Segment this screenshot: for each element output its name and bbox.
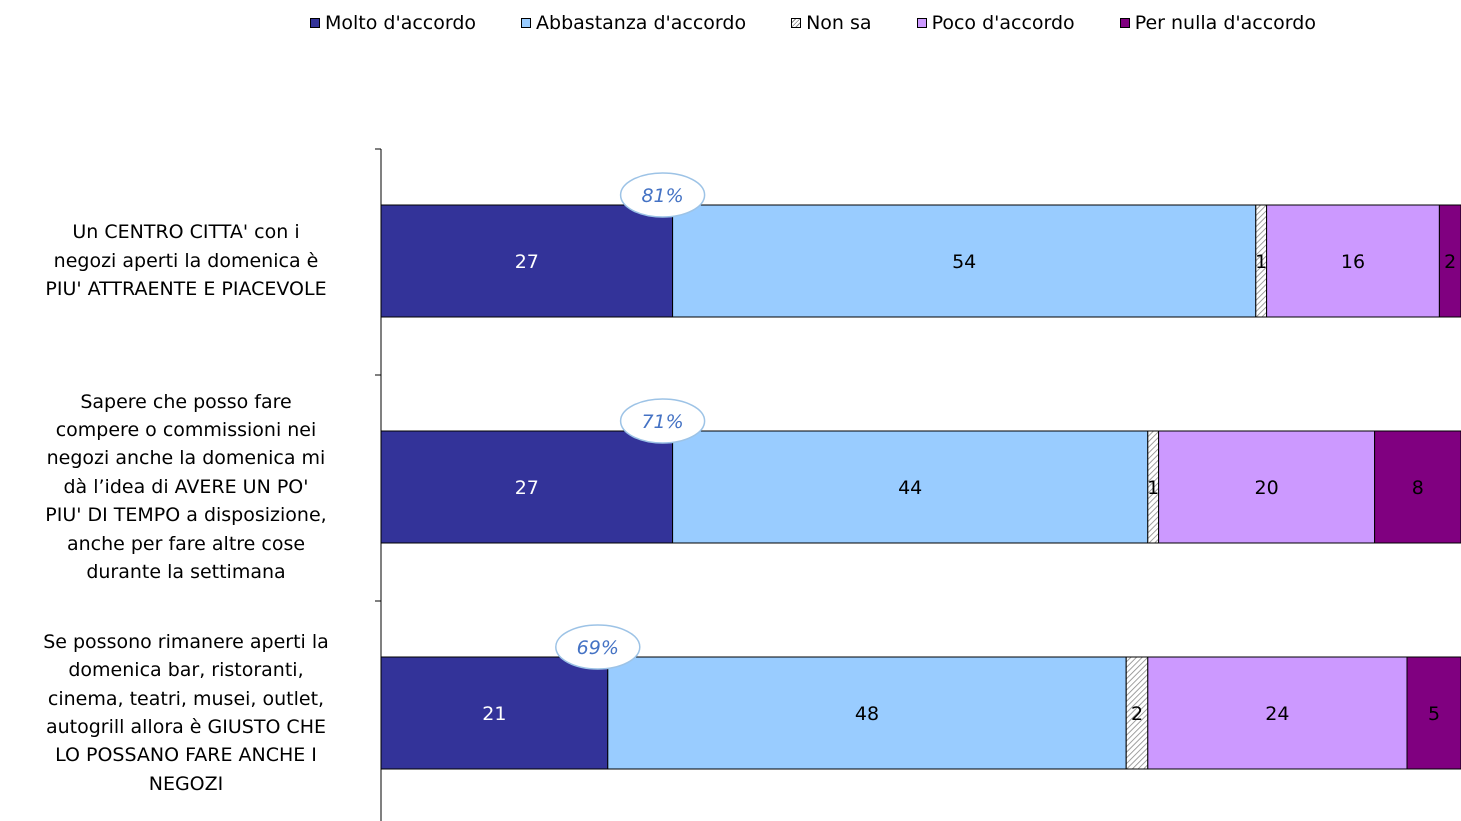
bar-segment	[1266, 204, 1440, 318]
annotation-bubble	[619, 172, 706, 218]
legend-item: Poco d'accordo	[916, 12, 1075, 34]
bar-segment	[1374, 430, 1461, 544]
bar-segment	[380, 430, 674, 544]
data-label: 20	[1255, 477, 1279, 499]
data-label: 16	[1341, 251, 1365, 273]
data-label: 1	[1147, 477, 1159, 499]
data-label: 2	[1444, 251, 1456, 273]
category-label-line: negozi anche la domenica mi	[46, 447, 326, 470]
category-label-line: cinema, teatri, musei, outlet,	[47, 687, 325, 710]
annotation-label: 81%	[641, 185, 683, 207]
category-label-line: Sapere che posso fare	[80, 390, 292, 413]
data-label: 24	[1265, 703, 1289, 725]
data-label: 54	[952, 251, 976, 273]
bar-segment	[607, 656, 1127, 770]
data-label: 8	[1412, 477, 1424, 499]
category-label-line: NEGOZI	[148, 772, 224, 795]
category-label-line: compere o commissioni nei	[55, 419, 317, 441]
data-label: 21	[482, 703, 506, 725]
data-label: 2	[1131, 703, 1143, 725]
chart-legend: Molto d'accordo Abbastanza d'accordo Non s…	[310, 10, 1316, 36]
bar-segment	[1147, 656, 1408, 770]
category-label-line: LO POSSANO FARE ANCHE I	[55, 744, 317, 767]
legend-swatch	[310, 18, 320, 28]
legend-item: Non sa	[791, 12, 872, 34]
bar-segment	[1158, 430, 1376, 544]
category-label: Un CENTRO CITTA' con i negozi aperti la d…	[0, 218, 372, 303]
category-label-line: dà l’idea di AVERE UN PO'	[63, 475, 309, 498]
legend-swatch	[1119, 18, 1130, 28]
category-label-line: Se possono rimanere aperti la	[43, 630, 329, 653]
legend-item: Molto d'accordo	[310, 12, 476, 34]
legend-label: Non sa	[806, 12, 872, 34]
legend-swatch	[521, 18, 532, 28]
bar-segment	[380, 656, 609, 770]
category-label-line: anche per fare altre cose	[66, 532, 306, 555]
data-label: 27	[515, 251, 539, 273]
legend-item: Abbastanza d'accordo	[521, 12, 746, 34]
legend-swatch	[791, 18, 802, 28]
category-label-line: PIU' DI TEMPO a disposizione,	[45, 504, 327, 527]
annotation-label: 71%	[641, 411, 683, 433]
category-label-line: domenica bar, ristoranti,	[68, 659, 304, 682]
legend-label: Molto d'accordo	[325, 12, 477, 34]
category-label: Sapere che posso fare compere o commissio…	[0, 388, 372, 587]
bar-segment	[1406, 656, 1461, 770]
annotation-bubble	[619, 398, 706, 444]
category-label-line: negozi aperti la domenica è	[53, 249, 319, 272]
bar-segment	[672, 430, 1149, 544]
legend-label: Abbastanza d'accordo	[536, 12, 747, 34]
data-label: 27	[515, 477, 539, 499]
category-label-line: PIU' ATTRAENTE E PIACEVOLE	[45, 278, 327, 301]
legend-label: Per nulla d'accordo	[1134, 12, 1316, 34]
category-label-line: Un CENTRO CITTA' con i	[72, 221, 300, 244]
legend-label: Poco d'accordo	[931, 12, 1075, 34]
category-label-line: durante la settimana	[86, 561, 286, 584]
legend-item: Per nulla d'accordo	[1119, 12, 1316, 34]
data-label: 1	[1255, 251, 1267, 273]
category-label: Se possono rimanere aperti la domenica ba…	[0, 628, 372, 798]
legend-swatch	[916, 18, 927, 28]
bar-segment	[380, 204, 674, 318]
bar-segment	[672, 204, 1257, 318]
annotation-bubble	[555, 624, 641, 670]
data-label: 48	[855, 703, 879, 725]
bar-segment	[1438, 204, 1461, 318]
data-label: 44	[898, 477, 922, 499]
annotation-label: 69%	[577, 637, 619, 659]
data-label: 5	[1428, 703, 1440, 725]
category-label-line: autogrill allora è GIUSTO CHE	[45, 716, 326, 739]
